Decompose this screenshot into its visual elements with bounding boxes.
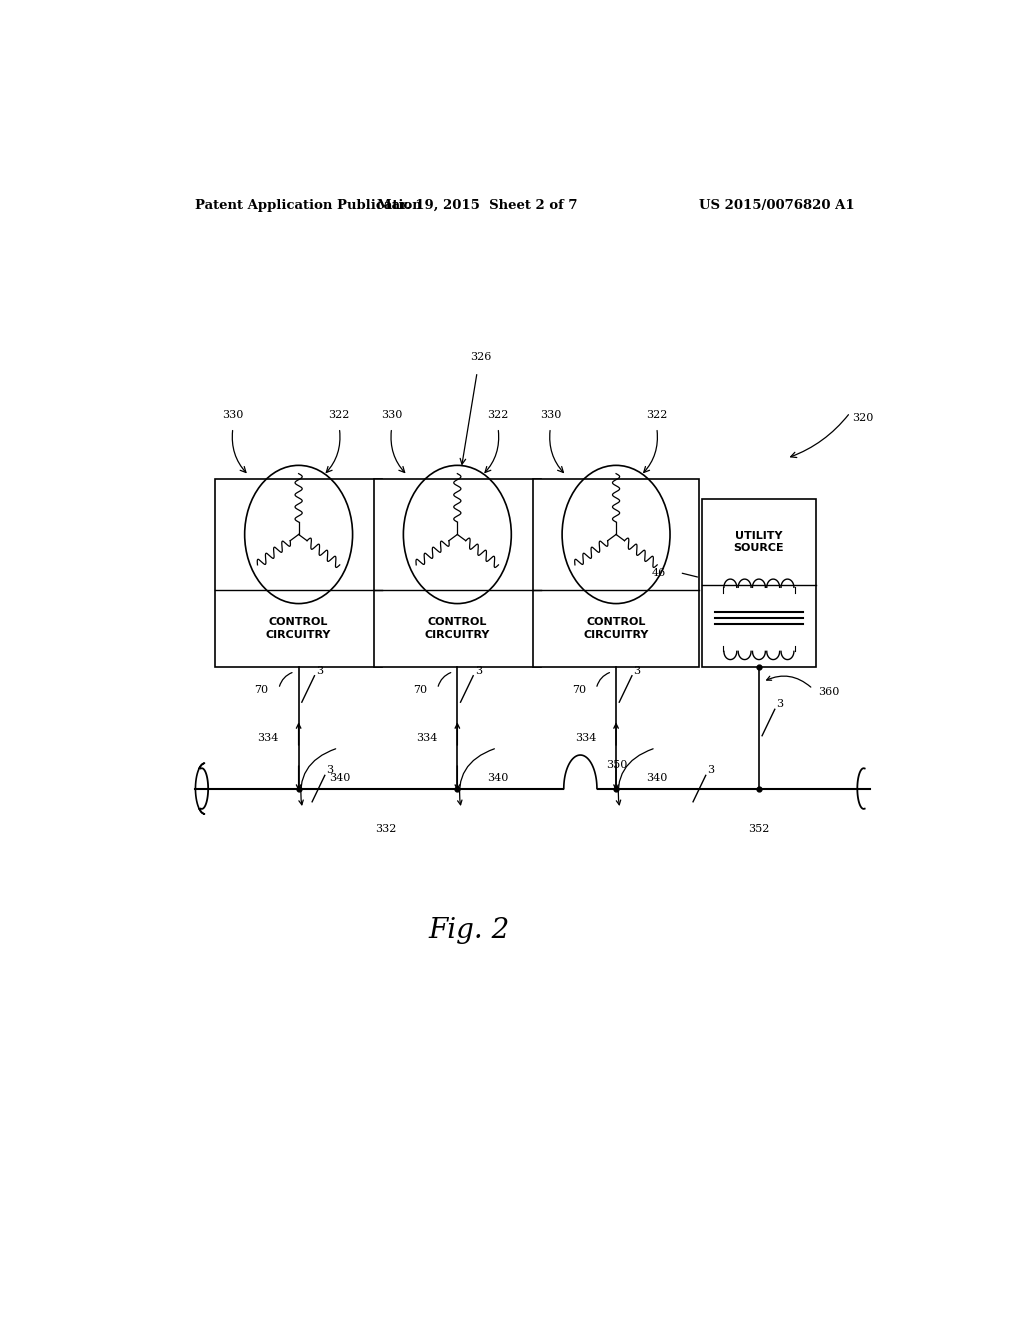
Text: UTILITY
SOURCE: UTILITY SOURCE xyxy=(733,531,784,553)
Bar xyxy=(532,479,699,667)
Text: Mar. 19, 2015  Sheet 2 of 7: Mar. 19, 2015 Sheet 2 of 7 xyxy=(377,198,578,211)
Text: 3: 3 xyxy=(776,700,783,709)
Text: 322: 322 xyxy=(487,409,509,420)
Text: 360: 360 xyxy=(818,686,840,697)
Text: 3: 3 xyxy=(708,766,715,775)
Text: 3: 3 xyxy=(327,766,334,775)
Text: US 2015/0076820 A1: US 2015/0076820 A1 xyxy=(698,198,854,211)
Text: 332: 332 xyxy=(375,824,396,834)
Text: 70: 70 xyxy=(571,685,586,694)
Text: 330: 330 xyxy=(222,409,244,420)
Text: 322: 322 xyxy=(329,409,350,420)
Text: 334: 334 xyxy=(416,733,437,743)
Text: 340: 340 xyxy=(487,774,509,783)
Text: 3: 3 xyxy=(316,665,324,676)
Text: 330: 330 xyxy=(381,409,402,420)
Text: 322: 322 xyxy=(646,409,668,420)
Bar xyxy=(215,479,382,667)
Text: 350: 350 xyxy=(606,760,627,771)
Text: 70: 70 xyxy=(413,685,427,694)
Text: 46: 46 xyxy=(652,568,666,578)
Bar xyxy=(701,499,816,667)
Text: CONTROL
CIRCUITRY: CONTROL CIRCUITRY xyxy=(584,618,649,640)
Text: 340: 340 xyxy=(646,774,668,783)
Text: Fig. 2: Fig. 2 xyxy=(429,917,510,944)
Text: 334: 334 xyxy=(257,733,279,743)
Text: 3: 3 xyxy=(634,665,641,676)
Bar xyxy=(374,479,541,667)
Text: CONTROL
CIRCUITRY: CONTROL CIRCUITRY xyxy=(425,618,490,640)
Text: Patent Application Publication: Patent Application Publication xyxy=(196,198,422,211)
Text: 340: 340 xyxy=(329,774,350,783)
Text: 352: 352 xyxy=(749,824,770,834)
Text: 334: 334 xyxy=(574,733,596,743)
Text: CONTROL
CIRCUITRY: CONTROL CIRCUITRY xyxy=(266,618,332,640)
Text: 320: 320 xyxy=(852,413,873,422)
Text: 3: 3 xyxy=(475,665,482,676)
Text: 70: 70 xyxy=(254,685,268,694)
Text: 326: 326 xyxy=(470,351,492,362)
Text: 330: 330 xyxy=(540,409,561,420)
